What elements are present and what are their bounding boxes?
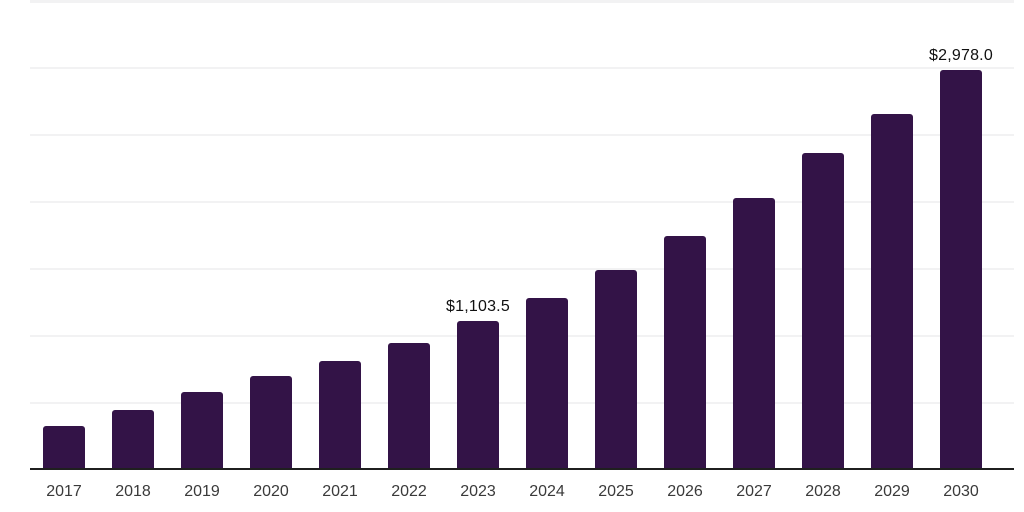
x-axis-label-2030: 2030 [943,483,979,500]
gridline-1500 [30,268,1014,270]
x-axis-label-2019: 2019 [184,483,220,500]
bar-2020 [250,375,292,469]
bar-2024 [526,297,568,469]
gridline-2500 [30,134,1014,136]
gridline-3500 [30,0,1014,3]
bar-2018 [112,410,154,469]
value-label-2023: $1,103.5 [446,298,510,316]
x-axis-label-2028: 2028 [805,483,841,500]
x-axis-label-2029: 2029 [874,483,910,500]
bar-2021 [319,361,361,469]
x-axis-label-2021: 2021 [322,483,358,500]
x-axis-label-2026: 2026 [667,483,703,500]
x-axis-label-2018: 2018 [115,483,151,500]
x-axis-label-2017: 2017 [46,483,82,500]
bar-2026 [664,235,706,469]
bar-2025 [595,270,637,469]
x-axis: 2017 2018 2019 2020 2021 2022 2023 2024 2025 2026… [30,483,1014,509]
bar-2028 [802,152,844,469]
x-axis-label-2024: 2024 [529,483,565,500]
bar-2023 [457,321,499,469]
value-label-2030: $2,978.0 [929,46,993,64]
plot-area: $1,103.5 $2,978.0 [30,0,1014,469]
bar-2030 [940,69,982,469]
x-axis-label-2025: 2025 [598,483,634,500]
bar-2022 [388,343,430,469]
x-axis-line [30,468,1014,470]
gridline-1000 [30,335,1014,337]
bar-2019 [181,392,223,469]
x-axis-label-2023: 2023 [460,483,496,500]
gridline-500 [30,402,1014,404]
x-axis-label-2027: 2027 [736,483,772,500]
bar-2027 [733,198,775,469]
gridline-3000 [30,67,1014,69]
gridline-2000 [30,201,1014,203]
bar-2029 [871,113,913,469]
x-axis-label-2022: 2022 [391,483,427,500]
x-axis-label-2020: 2020 [253,483,289,500]
bar-2017 [43,426,85,469]
